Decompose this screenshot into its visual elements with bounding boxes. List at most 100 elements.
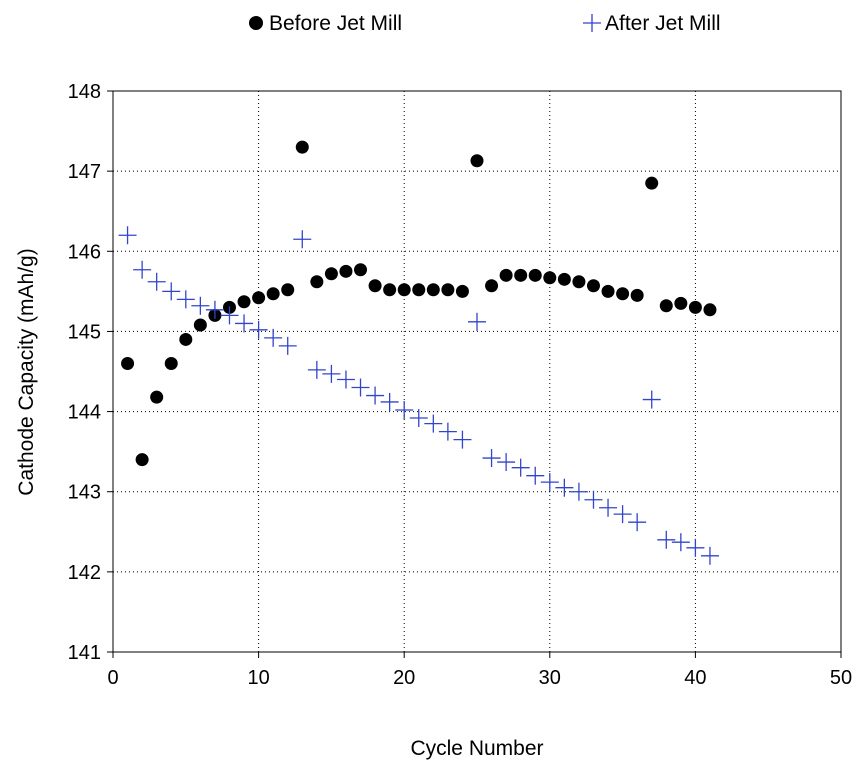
x-axis: 0 10 20 30 40 50 [107, 652, 852, 689]
point-after-jet-mill [453, 430, 472, 449]
point-before-jet-mill [121, 356, 135, 370]
point-before-jet-mill [688, 300, 702, 314]
point-after-jet-mill [264, 328, 283, 347]
y-tick-label: 142 [68, 562, 101, 584]
x-tick-label: 20 [393, 667, 415, 689]
point-after-jet-mill [249, 320, 268, 339]
point-after-jet-mill [118, 226, 137, 245]
point-after-jet-mill [162, 282, 181, 301]
point-before-jet-mill [295, 140, 309, 154]
x-tick-label: 40 [684, 667, 706, 689]
point-before-jet-mill [572, 275, 586, 289]
point-after-jet-mill [395, 400, 414, 419]
point-before-jet-mill [455, 284, 469, 298]
legend-marker-after-jet-mill [583, 14, 601, 32]
point-after-jet-mill [599, 498, 618, 517]
point-after-jet-mill [555, 478, 574, 497]
point-before-jet-mill [601, 284, 615, 298]
point-after-jet-mill [438, 422, 457, 441]
point-before-jet-mill [703, 303, 717, 317]
point-after-jet-mill [351, 378, 370, 397]
point-before-jet-mill [514, 268, 528, 282]
point-after-jet-mill [497, 453, 516, 472]
y-axis: 141 142 143 144 145 146 147 148 [68, 81, 113, 664]
point-before-jet-mill [543, 271, 557, 285]
point-after-jet-mill [671, 533, 690, 552]
point-before-jet-mill [266, 287, 280, 301]
point-after-jet-mill [133, 260, 152, 279]
point-before-jet-mill [528, 268, 542, 282]
point-before-jet-mill [193, 318, 207, 332]
y-tick-label: 146 [68, 241, 101, 263]
point-after-jet-mill [235, 314, 254, 333]
point-before-jet-mill [150, 390, 164, 404]
point-after-jet-mill [322, 364, 341, 383]
legend-label-after-jet-mill: After Jet Mill [605, 12, 721, 35]
y-axis-title: Cathode Capacity (mAh/g) [15, 248, 38, 495]
point-before-jet-mill [557, 272, 571, 286]
point-after-jet-mill [205, 300, 224, 319]
point-before-jet-mill [630, 288, 644, 302]
plot-area [112, 90, 842, 653]
point-before-jet-mill [470, 154, 484, 168]
point-before-jet-mill [368, 279, 382, 293]
point-after-jet-mill [482, 449, 501, 468]
point-before-jet-mill [499, 268, 513, 282]
point-before-jet-mill [397, 283, 411, 297]
y-tick-label: 148 [68, 81, 101, 103]
point-before-jet-mill [485, 279, 499, 293]
point-before-jet-mill [645, 176, 659, 190]
point-after-jet-mill [366, 386, 385, 405]
point-after-jet-mill [220, 306, 239, 325]
point-after-jet-mill [191, 296, 210, 315]
point-after-jet-mill [526, 466, 545, 485]
point-before-jet-mill [237, 295, 251, 309]
point-before-jet-mill [586, 279, 600, 293]
point-after-jet-mill [511, 458, 530, 477]
point-after-jet-mill [613, 505, 632, 524]
point-after-jet-mill [540, 473, 559, 492]
point-after-jet-mill [307, 360, 326, 379]
grid [113, 91, 841, 652]
x-tick-label: 30 [539, 667, 561, 689]
legend-label-before-jet-mill: Before Jet Mill [269, 12, 402, 35]
point-before-jet-mill [164, 356, 178, 370]
point-before-jet-mill [324, 267, 338, 281]
legend-marker-before-jet-mill [249, 16, 263, 30]
legend: Before Jet Mill After Jet Mill [249, 12, 721, 35]
point-before-jet-mill [616, 287, 630, 301]
point-before-jet-mill [426, 283, 440, 297]
y-tick-label: 143 [68, 482, 101, 504]
point-before-jet-mill [281, 283, 295, 297]
point-after-jet-mill [700, 546, 719, 565]
y-tick-label: 141 [68, 642, 101, 664]
point-before-jet-mill [383, 283, 397, 297]
point-after-jet-mill [336, 370, 355, 389]
x-axis-title: Cycle Number [410, 737, 543, 760]
point-after-jet-mill [628, 513, 647, 532]
x-tick-label: 50 [830, 667, 852, 689]
point-after-jet-mill [686, 538, 705, 557]
point-after-jet-mill [657, 530, 676, 549]
data-points [118, 140, 719, 565]
point-after-jet-mill [642, 390, 661, 409]
point-before-jet-mill [135, 453, 149, 467]
point-before-jet-mill [441, 283, 455, 297]
point-before-jet-mill [339, 264, 353, 278]
point-after-jet-mill [468, 312, 486, 331]
point-after-jet-mill [147, 272, 166, 291]
y-tick-label: 144 [68, 402, 101, 424]
point-before-jet-mill [674, 296, 688, 310]
point-before-jet-mill [659, 299, 673, 313]
y-tick-label: 145 [68, 321, 101, 343]
point-after-jet-mill [278, 336, 297, 355]
x-tick-label: 0 [107, 667, 118, 689]
point-after-jet-mill [409, 408, 428, 427]
point-before-jet-mill [412, 283, 426, 297]
point-before-jet-mill [179, 332, 193, 346]
point-after-jet-mill [293, 230, 312, 249]
point-before-jet-mill [252, 291, 266, 305]
point-after-jet-mill [380, 392, 399, 411]
point-after-jet-mill [584, 490, 603, 509]
